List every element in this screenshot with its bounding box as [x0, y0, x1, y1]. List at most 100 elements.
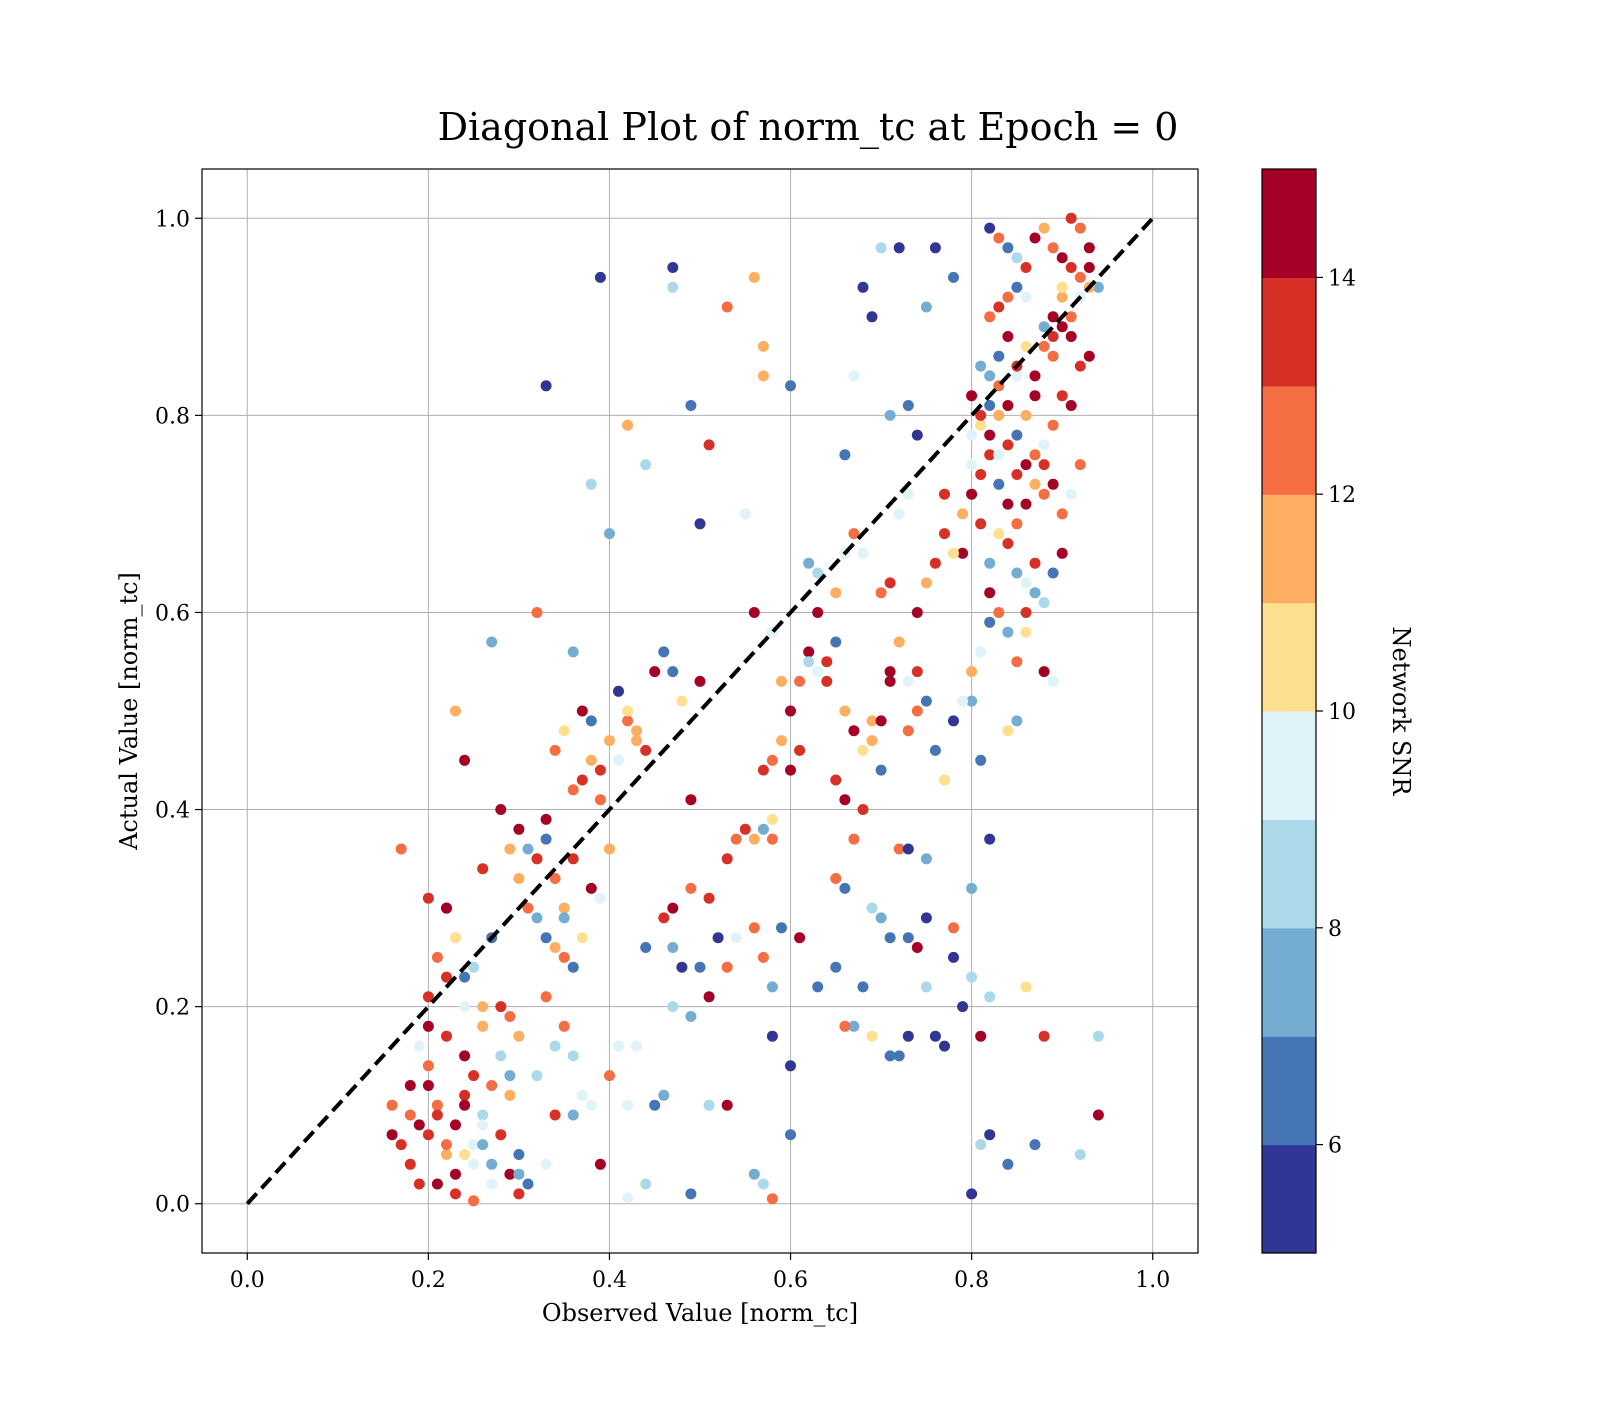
data-point	[468, 1139, 480, 1151]
data-point	[640, 1178, 652, 1190]
data-point	[875, 912, 887, 924]
data-point	[857, 547, 869, 559]
data-point	[1065, 262, 1077, 273]
data-point	[902, 843, 914, 855]
data-point	[929, 557, 941, 569]
data-point	[386, 1099, 398, 1111]
data-point	[1056, 291, 1068, 303]
data-point	[984, 429, 996, 441]
data-point	[504, 1070, 516, 1082]
data-point	[585, 882, 597, 894]
data-point	[395, 1139, 407, 1151]
data-point	[966, 1188, 978, 1200]
colorbar-segment	[1262, 1036, 1316, 1146]
data-point	[622, 1099, 634, 1111]
data-point	[585, 478, 597, 490]
x-tick-label: 0.6	[773, 1268, 808, 1293]
y-axis-ticks: 0.0 0.2 0.4 0.6 0.8 1.0	[155, 207, 202, 1218]
data-point	[1047, 675, 1059, 687]
x-tick-label: 0.4	[592, 1268, 627, 1293]
data-point	[531, 912, 543, 924]
data-point	[866, 1030, 878, 1042]
x-tick-label: 0.2	[411, 1268, 446, 1293]
data-point	[857, 804, 869, 815]
data-point	[1029, 390, 1041, 402]
data-point	[477, 1119, 489, 1131]
data-point	[993, 350, 1005, 362]
data-point	[929, 1030, 941, 1042]
data-point	[640, 942, 652, 953]
data-point	[450, 932, 461, 944]
data-point	[1047, 311, 1059, 323]
data-point	[766, 1030, 778, 1042]
data-point	[522, 902, 534, 914]
data-point	[902, 400, 914, 411]
data-point	[803, 656, 815, 668]
data-point	[522, 843, 534, 855]
data-point	[1038, 488, 1050, 500]
data-point	[1074, 1149, 1086, 1160]
colorbar-tick-label: 12	[1328, 483, 1356, 508]
data-point	[594, 892, 606, 904]
data-point	[1029, 370, 1041, 382]
data-point	[576, 932, 588, 944]
data-point	[1092, 1109, 1104, 1121]
data-point	[567, 646, 579, 658]
data-point	[622, 1192, 634, 1204]
chart-title: Diagonal Plot of norm_tc at Epoch = 0	[438, 105, 1179, 150]
data-point	[486, 1178, 498, 1190]
data-point	[821, 675, 833, 687]
data-point	[1002, 242, 1014, 254]
data-point	[929, 242, 941, 254]
x-axis-ticks: 0.0 0.2 0.4 0.6 0.8 1.0	[230, 1253, 1170, 1293]
data-point	[486, 636, 498, 648]
data-point	[993, 478, 1005, 490]
data-point	[893, 843, 905, 855]
data-point	[1065, 311, 1077, 323]
data-point	[993, 607, 1005, 618]
data-point	[893, 636, 905, 648]
data-point	[875, 587, 887, 599]
data-point	[975, 646, 987, 658]
data-point	[694, 518, 706, 530]
data-point	[558, 902, 570, 914]
data-point	[902, 488, 914, 500]
data-point	[576, 705, 588, 717]
data-point	[685, 400, 697, 411]
x-axis-label: Observed Value [norm_tc]	[542, 1299, 858, 1327]
data-point	[939, 1040, 950, 1052]
data-point	[495, 1129, 507, 1141]
data-point	[875, 242, 887, 254]
data-point	[441, 902, 452, 914]
data-point	[739, 508, 751, 520]
y-tick-label: 0.4	[155, 799, 190, 824]
data-point	[450, 1119, 461, 1131]
data-point	[1020, 626, 1032, 638]
data-point	[830, 636, 842, 648]
data-point	[966, 459, 978, 471]
data-point	[413, 1119, 425, 1131]
data-point	[441, 1149, 452, 1160]
data-point	[748, 922, 760, 934]
data-point	[1020, 577, 1032, 589]
data-point	[812, 981, 824, 993]
colorbar-tick-label: 6	[1328, 1134, 1342, 1159]
data-point	[920, 695, 932, 707]
data-point	[1011, 469, 1023, 480]
data-point	[785, 1129, 796, 1141]
data-point	[1011, 252, 1023, 264]
data-point	[504, 1089, 516, 1101]
data-point	[694, 961, 706, 973]
data-point	[576, 774, 588, 786]
data-point	[1020, 291, 1032, 303]
data-point	[1011, 429, 1023, 441]
data-point	[495, 1050, 507, 1062]
data-point	[993, 528, 1005, 540]
data-point	[1002, 626, 1014, 638]
data-point	[866, 311, 878, 323]
plot-area-frame	[201, 168, 1199, 1254]
data-point	[531, 1070, 543, 1082]
data-point	[513, 873, 525, 884]
data-point	[884, 577, 896, 589]
